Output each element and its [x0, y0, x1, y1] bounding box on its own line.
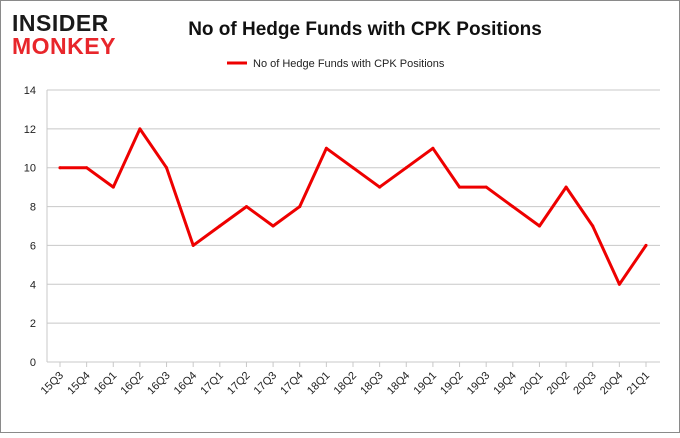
legend: No of Hedge Funds with CPK Positions: [227, 58, 445, 70]
data-point: [591, 224, 595, 228]
data-point: [271, 224, 275, 228]
data-point: [111, 185, 115, 189]
data-point: [138, 127, 142, 131]
y-tick-label: 4: [30, 279, 36, 291]
y-tick-label: 14: [24, 85, 36, 97]
y-tick-label: 10: [24, 163, 36, 175]
y-tick-label: 2: [30, 318, 36, 330]
data-point: [378, 185, 382, 189]
data-point: [484, 185, 488, 189]
y-tick-label: 8: [30, 202, 36, 214]
insider-monkey-logo: INSIDER MONKEY: [12, 10, 116, 59]
data-point: [244, 205, 248, 209]
data-point: [404, 166, 408, 170]
data-point: [85, 166, 89, 170]
data-point: [564, 185, 568, 189]
series-layer: [58, 127, 648, 286]
data-point: [511, 205, 515, 209]
logo-line1: INSIDER: [12, 10, 109, 36]
data-point: [458, 185, 462, 189]
data-point: [537, 224, 541, 228]
data-point: [298, 205, 302, 209]
data-point: [351, 166, 355, 170]
y-tick-label: 6: [30, 240, 36, 252]
data-point: [191, 243, 195, 247]
data-point: [324, 146, 328, 150]
y-tick-label: 0: [30, 357, 36, 369]
data-point: [617, 282, 621, 286]
chart-title: No of Hedge Funds with CPK Positions: [188, 19, 542, 40]
data-point: [431, 146, 435, 150]
data-point: [218, 224, 222, 228]
data-point: [58, 166, 62, 170]
y-axis-ticks: 0 2 4 6 8 10 12 14: [24, 85, 36, 369]
logo-line2: MONKEY: [12, 33, 116, 59]
legend-label: No of Hedge Funds with CPK Positions: [253, 58, 445, 70]
y-tick-label: 12: [24, 124, 36, 136]
data-point: [644, 243, 648, 247]
data-point: [165, 166, 169, 170]
